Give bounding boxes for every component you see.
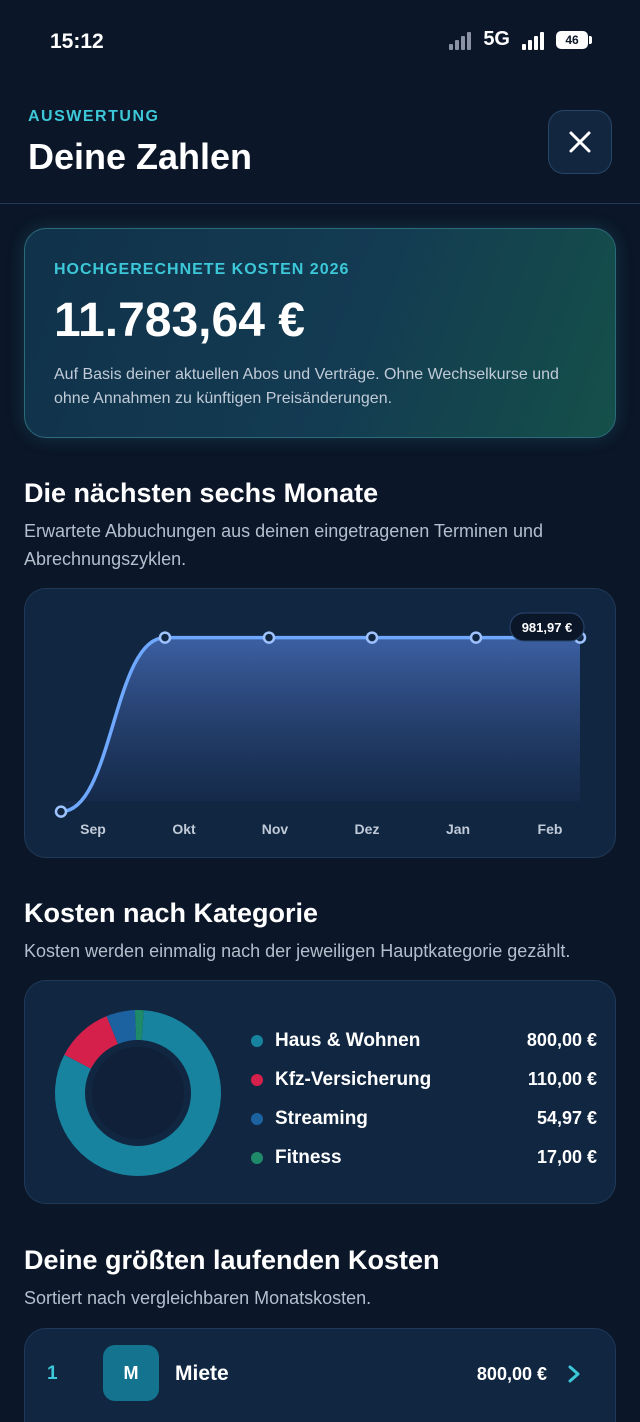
cost-item[interactable]: 1 M Miete 800,00 €: [24, 1328, 616, 1422]
legend-item[interactable]: Haus & Wohnen 800,00 €: [251, 1021, 597, 1060]
legend-dot: [251, 1034, 263, 1047]
categories-donut-chart: [55, 1010, 221, 1177]
months-chart-card: 981,97 € Sep Okt Nov Dez Jan Feb: [24, 588, 616, 858]
battery-level: 46: [565, 32, 579, 47]
chart-point-sep: [54, 805, 68, 818]
chart-point-nov: [262, 631, 276, 644]
next-months-subtitle: Erwartete Abbuchungen aus deinen eingetr…: [24, 521, 544, 569]
status-indicators: 5G 46: [449, 28, 592, 51]
svg-text:981,97 €: 981,97 €: [522, 620, 573, 635]
signal-secondary-icon: [449, 30, 472, 50]
page-header: AUSWERTUNG Deine Zahlen: [0, 100, 640, 204]
legend-label: Fitness: [275, 1146, 342, 1168]
legend-item[interactable]: Kfz-Versicherung 110,00 €: [251, 1060, 597, 1099]
months-line-chart: 981,97 € Sep Okt Nov Dez Jan Feb: [54, 612, 587, 837]
status-bar: 15:12 5G 46: [0, 0, 640, 80]
cost-avatar: M: [103, 1345, 159, 1401]
legend-dot: [251, 1151, 263, 1164]
chart-point-okt: [158, 631, 172, 644]
forecast-note: Auf Basis deiner aktuellen Abos und Vert…: [54, 366, 559, 407]
chart-area: [61, 637, 580, 812]
cost-rank: 1: [47, 1363, 58, 1384]
categories-card: Haus & Wohnen 800,00 € Kfz-Versicherung …: [24, 980, 616, 1204]
x-tick-label: Nov: [262, 821, 289, 837]
donut-slice-fitness: [55, 1010, 221, 1177]
categories-subtitle: Kosten werden einmalig nach der jeweilig…: [24, 941, 571, 961]
network-label: 5G: [483, 28, 510, 50]
legend-value: 17,00 €: [536, 1147, 597, 1167]
x-tick-label: Sep: [80, 821, 106, 837]
chart-point-dez: [365, 631, 379, 644]
legend-item[interactable]: Fitness 17,00 €: [251, 1138, 597, 1177]
signal-icon: [522, 30, 544, 50]
legend-value: 110,00 €: [527, 1069, 597, 1089]
forecast-amount: 11.783,64 €: [54, 294, 305, 347]
status-time: 15:12: [50, 30, 104, 53]
close-button[interactable]: [548, 110, 612, 174]
legend-dot: [251, 1073, 263, 1086]
legend-label: Streaming: [275, 1107, 368, 1129]
x-tick-label: Dez: [355, 821, 380, 837]
largest-costs-subtitle: Sortiert nach vergleichbaren Monatskoste…: [24, 1288, 372, 1308]
legend-value: 800,00 €: [526, 1030, 597, 1050]
x-tick-label: Okt: [172, 821, 196, 837]
close-icon: [569, 131, 591, 153]
page-title: Deine Zahlen: [28, 136, 253, 177]
page-eyebrow: AUSWERTUNG: [28, 108, 160, 125]
categories-legend: Haus & Wohnen 800,00 € Kfz-Versicherung …: [251, 1021, 597, 1177]
cost-amount: 800,00 €: [476, 1364, 547, 1384]
categories-title: Kosten nach Kategorie: [24, 898, 319, 928]
forecast-card: HOCHGERECHNETE KOSTEN 2026 11.783,64 € A…: [24, 228, 616, 438]
forecast-label: HOCHGERECHNETE KOSTEN 2026: [54, 261, 350, 278]
x-tick-label: Feb: [538, 821, 563, 837]
next-months-title: Die nächsten sechs Monate: [24, 478, 379, 508]
legend-dot: [251, 1112, 263, 1125]
cost-name: Miete: [175, 1362, 229, 1385]
x-tick-label: Jan: [446, 821, 470, 837]
legend-label: Haus & Wohnen: [275, 1029, 421, 1051]
chart-point-jan: [469, 631, 483, 644]
legend-label: Kfz-Versicherung: [275, 1068, 432, 1090]
battery-icon: 46: [556, 30, 592, 49]
largest-costs-title: Deine größten laufenden Kosten: [24, 1245, 440, 1275]
legend-value: 54,97 €: [536, 1108, 597, 1128]
chevron-right-icon: [568, 1365, 580, 1383]
donut-center: [92, 1047, 184, 1139]
legend-item[interactable]: Streaming 54,97 €: [251, 1099, 597, 1138]
chart-value-label: 981,97 €: [509, 612, 585, 642]
